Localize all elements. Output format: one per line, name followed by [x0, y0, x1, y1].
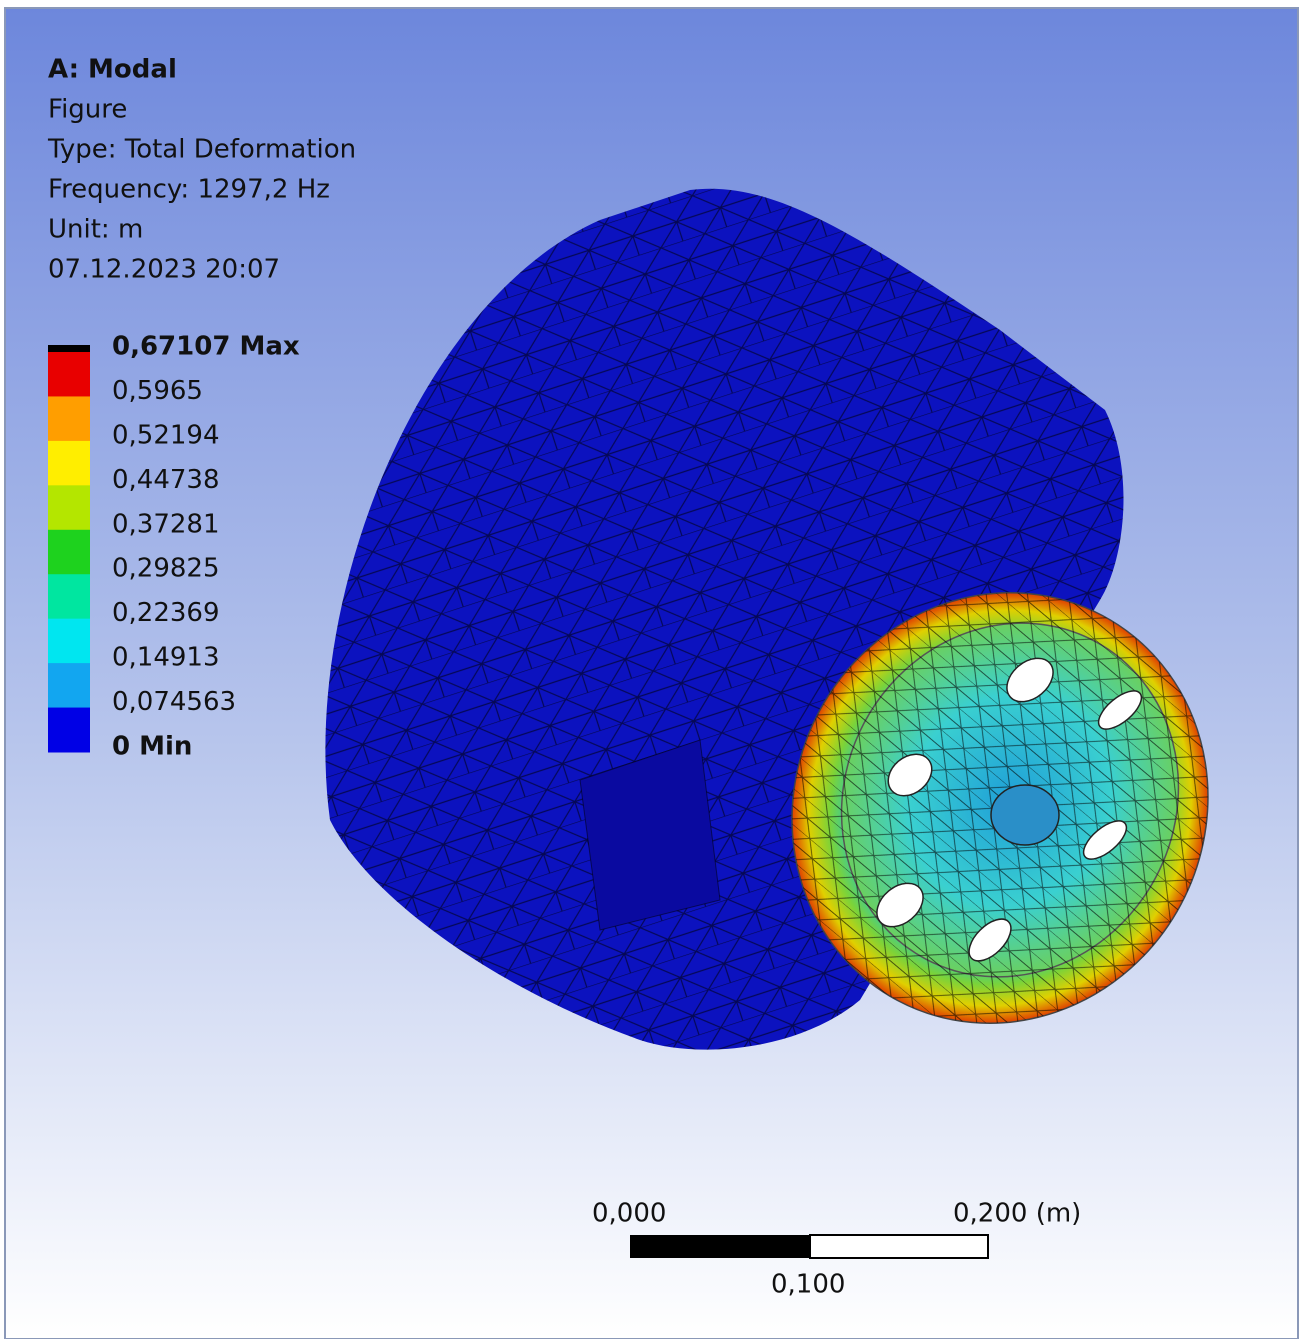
legend-band	[48, 619, 90, 664]
viewport: A: Modal Figure Type: Total Deformation …	[0, 0, 1305, 1339]
legend-band	[48, 441, 90, 486]
scale-end: 0,200 (m)	[953, 1199, 1081, 1229]
info-line: Frequency: 1297,2 Hz	[48, 175, 330, 205]
legend-label: 0,52194	[112, 420, 220, 450]
title: A: Modal	[48, 55, 177, 85]
legend-band	[48, 485, 90, 530]
info-line: Figure	[48, 95, 127, 125]
scale-bar-black	[630, 1235, 810, 1258]
legend-label: 0,14913	[112, 643, 220, 673]
legend-band	[48, 708, 90, 753]
legend-band	[48, 396, 90, 441]
scale-start: 0,000	[592, 1199, 666, 1229]
legend-label: 0,37281	[112, 509, 220, 539]
legend-label: 0,44738	[112, 465, 220, 495]
scale-middle: 0,100	[771, 1270, 845, 1300]
legend-label: 0,29825	[112, 554, 220, 584]
legend-label: 0,5965	[112, 376, 203, 406]
center-bore	[991, 785, 1059, 845]
legend-label: 0,22369	[112, 598, 220, 628]
legend-band	[48, 352, 90, 397]
legend-label: 0 Min	[112, 732, 192, 762]
info-line: Type: Total Deformation	[47, 135, 356, 165]
legend-cap	[48, 345, 90, 352]
info-line: Unit: m	[48, 215, 143, 245]
legend-band	[48, 530, 90, 575]
legend-band	[48, 574, 90, 619]
legend-label: 0,074563	[112, 687, 236, 717]
info-line: 07.12.2023 20:07	[48, 255, 280, 285]
legend-band	[48, 663, 90, 708]
scale-bar-white	[810, 1235, 988, 1258]
legend-label: 0,67107 Max	[112, 332, 300, 362]
